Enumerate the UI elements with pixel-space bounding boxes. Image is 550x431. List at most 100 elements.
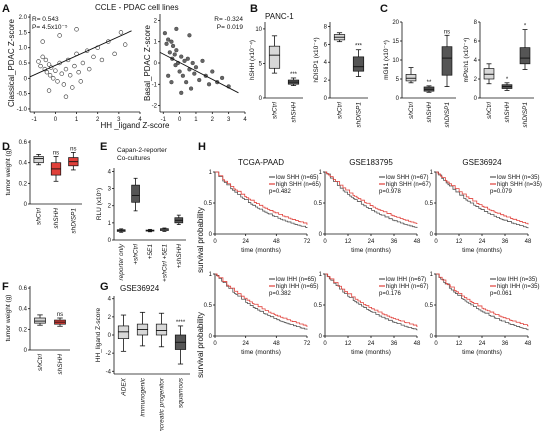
x-tick-label: 0 [213, 239, 217, 245]
scatter-point [179, 54, 184, 59]
y-tick-label: 10 [392, 58, 399, 64]
scatter-point [46, 88, 52, 93]
x-tick-label: 48 [273, 239, 280, 245]
panel-B-subtitle: PANC-1 [265, 12, 294, 21]
box [117, 325, 130, 339]
box [131, 184, 140, 203]
y-tick-label: 0 [319, 334, 323, 340]
category-label: +shCtrl +5E1 [161, 244, 168, 282]
significance-label: ns [70, 146, 76, 152]
scatter-point [55, 79, 60, 84]
x-tick-label: 36 [391, 239, 398, 245]
y-tick-label: 2 [108, 204, 112, 210]
scatter-point [70, 85, 75, 90]
y-tick-label: 1.5 [19, 30, 28, 36]
scatter-point [59, 71, 64, 76]
km-column-title: GSE183795 [349, 158, 393, 167]
km-column-title: GSE36924 [462, 158, 502, 167]
y-tick-label: 0.6 [19, 140, 28, 146]
y-tick-label: 0 [430, 232, 434, 238]
x-tick-label: 72 [304, 341, 311, 347]
legend-low: low SHH (n=67) [386, 175, 429, 181]
scatter-point [63, 66, 69, 72]
y-tick-label: 8 [474, 20, 478, 26]
legend-high: high IHH (n=35) [497, 284, 540, 290]
x-tick-label: 4 [243, 117, 247, 123]
scatter-point [118, 30, 124, 35]
y-tick-label: 0 [209, 232, 213, 238]
y-axis-label: HH_ligand Z-score [95, 308, 102, 363]
y-tick-label: 0 [396, 96, 400, 102]
scatter-point [192, 71, 197, 76]
x-tick-label: 24 [242, 341, 249, 347]
y-tick-label: 0 [24, 202, 28, 208]
y-axis-label: hDISP1 (x10⁻⁴) [313, 37, 320, 82]
category-label: shDISP1 [356, 102, 363, 128]
y-tick-label: 0 [319, 232, 323, 238]
scatter-point [91, 54, 96, 60]
x-tick-label: 0 [323, 341, 327, 347]
km-curve-high [436, 171, 529, 225]
y-tick-label: 0 [24, 348, 28, 354]
y-tick-label: 6 [324, 42, 328, 48]
y-tick-label: 0 [259, 96, 263, 102]
km-column-title: TCGA-PAAD [238, 158, 284, 167]
legend-low: low SHH (n=35) [497, 175, 540, 181]
y-tick-label: 0 [324, 96, 328, 102]
scatter-point [40, 39, 45, 44]
category-label: reporter only [118, 243, 125, 280]
scatter-point [182, 58, 187, 63]
y-tick-label: 0 [430, 334, 434, 340]
x-tick-label: 48 [414, 239, 421, 245]
x-tick-label: 36 [391, 341, 398, 347]
km-p-value: p=0.079 [490, 189, 513, 195]
km-p-value: p=0.061 [490, 291, 513, 297]
panel-letter-C: C [380, 3, 388, 15]
scatter-point [112, 51, 117, 57]
scatter-point [63, 94, 69, 99]
x-tick-label: 24 [368, 239, 375, 245]
legend-low: low IHH (n=35) [497, 277, 537, 283]
significance-label: ** [427, 80, 432, 86]
x-tick-label: 0 [323, 239, 327, 245]
scatter-point [67, 73, 73, 78]
scatter-point [87, 66, 92, 72]
legend-low: low IHH (n=67) [386, 277, 426, 283]
significance-label: ns [444, 29, 450, 35]
x-tick-label: 2 [96, 117, 100, 123]
y-tick-label: 20 [392, 20, 399, 26]
y-tick-label: 0 [24, 76, 28, 82]
y-tick-label: 0.5 [19, 61, 28, 67]
scatter-point [36, 59, 41, 64]
scatter-point [166, 37, 171, 42]
x-axis-label: time (months) [462, 247, 502, 254]
significance-label: *** [355, 44, 363, 50]
x-tick-label: 0 [178, 117, 182, 123]
box [268, 45, 281, 69]
km-curve-low [436, 273, 529, 331]
legend-high: high SHH (n=65) [276, 182, 321, 188]
category-label: immunogenic [140, 377, 147, 416]
y-tick-label: 2 [154, 18, 158, 24]
scatter-point [44, 69, 50, 75]
regression-line [159, 51, 239, 94]
scatter-point [99, 57, 105, 63]
scatter-point [180, 73, 185, 78]
category-label: +shCtrl [133, 243, 140, 264]
y-tick-label: 3 [108, 187, 112, 193]
km-curve-high [215, 273, 308, 327]
x-tick-label: 0 [54, 117, 58, 123]
km-curve-low [215, 171, 308, 229]
box [34, 317, 46, 324]
significance-label: **** [176, 320, 186, 326]
km-curve-high [325, 273, 418, 327]
y-tick-label: 0 [474, 96, 478, 102]
y-axis-label: mPtch1 (x10⁻⁴) [463, 38, 470, 83]
category-label: shDISP1 [444, 102, 451, 128]
y-tick-label: 4 [108, 297, 112, 303]
km-curve-high [215, 171, 308, 225]
y-tick-label: 1 [108, 221, 112, 227]
y-tick-label: -2 [152, 104, 158, 110]
category-label: shDISP1 [522, 102, 529, 128]
